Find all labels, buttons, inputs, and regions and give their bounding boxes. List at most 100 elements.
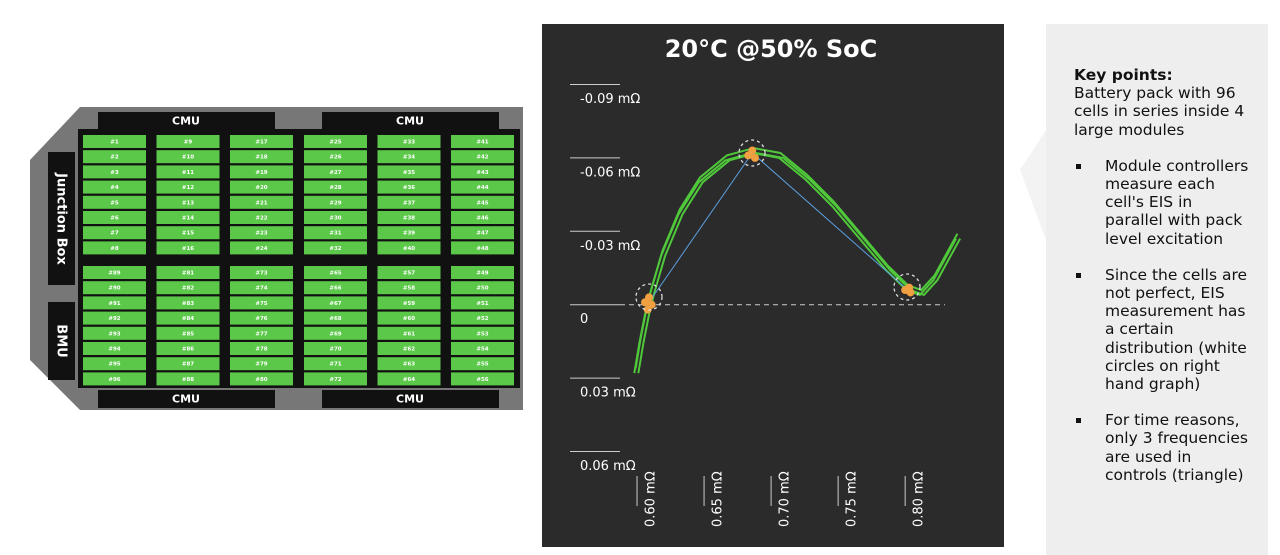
key-points-title: Key points: <box>1074 66 1173 84</box>
cell-label: #57 <box>403 271 415 277</box>
cell <box>377 372 441 386</box>
y-tick-label: 0.06 mΩ <box>580 459 636 474</box>
cell <box>304 357 367 371</box>
cell-label: #76 <box>255 316 267 322</box>
cell <box>377 211 441 224</box>
cell <box>377 135 441 148</box>
cell <box>451 241 514 255</box>
cell <box>451 296 514 310</box>
cell-label: #92 <box>108 316 120 322</box>
cell-label: #5 <box>110 200 119 206</box>
cell <box>230 150 293 164</box>
cell <box>230 135 293 148</box>
cell-label: #63 <box>403 362 415 368</box>
chart-title: 20°C @50% SoC <box>665 35 878 63</box>
cell-label: #87 <box>182 362 194 368</box>
cmu-label: CMU <box>396 115 424 128</box>
cell <box>304 195 367 209</box>
cell-label: #90 <box>108 286 120 292</box>
cell-label: #64 <box>403 377 415 383</box>
cell-label: #31 <box>329 231 341 237</box>
bullet: For time reasons, only 3 frequencies are… <box>1074 411 1254 484</box>
cell <box>156 135 220 148</box>
cell <box>156 357 220 371</box>
cell <box>377 357 441 371</box>
cell <box>304 372 367 386</box>
cell <box>156 266 220 279</box>
cell <box>156 241 220 255</box>
cell-label: #51 <box>476 301 488 307</box>
y-tick-label: 0 <box>580 312 588 327</box>
cell <box>377 165 441 179</box>
bmu-label: BMU <box>54 324 69 357</box>
cell <box>156 211 220 224</box>
cell-label: #69 <box>329 331 341 337</box>
cell <box>83 165 146 179</box>
x-tick-label: 0.60 mΩ <box>644 471 659 527</box>
cell-label: #50 <box>476 286 488 292</box>
cell <box>304 135 367 148</box>
cell <box>304 226 367 240</box>
cell-label: #35 <box>403 170 415 176</box>
cell <box>230 241 293 255</box>
series-line <box>637 151 961 374</box>
cmu-label: CMU <box>172 115 200 128</box>
cell <box>304 150 367 164</box>
cell-label: #20 <box>255 185 267 191</box>
cell <box>304 211 367 224</box>
x-tick-label: 0.70 mΩ <box>778 471 793 527</box>
cell-label: #78 <box>255 347 267 353</box>
cell <box>230 180 293 194</box>
cell <box>304 311 367 325</box>
cell-label: #10 <box>182 155 194 161</box>
cell <box>83 211 146 224</box>
cell <box>156 342 220 355</box>
cell-label: #96 <box>108 377 120 383</box>
cell-label: #37 <box>403 200 415 206</box>
cell-label: #67 <box>329 301 341 307</box>
cell-label: #22 <box>255 216 267 222</box>
cell-label: #95 <box>108 362 120 368</box>
cell-label: #61 <box>403 331 415 337</box>
bullet: Since the cells are not perfect, EIS mea… <box>1074 266 1254 393</box>
cell-label: #70 <box>329 347 341 353</box>
cell-label: #18 <box>255 155 267 161</box>
cell <box>377 311 441 325</box>
cell <box>230 311 293 325</box>
key-points-intro: Battery pack with 96 cells in series ins… <box>1074 84 1245 139</box>
cell-label: #74 <box>255 286 267 292</box>
cell-label: #65 <box>329 271 341 277</box>
cell-label: #29 <box>329 200 341 206</box>
cell <box>451 326 514 340</box>
cell <box>83 226 146 240</box>
junction-box <box>48 152 75 285</box>
cell-label: #82 <box>182 286 194 292</box>
cell <box>230 226 293 240</box>
cell-label: #33 <box>403 140 415 146</box>
bullet-list: Module controllers measure each cell's E… <box>1074 157 1254 484</box>
cell-label: #80 <box>255 377 267 383</box>
module-bay <box>78 129 520 388</box>
distribution-circle <box>635 283 663 311</box>
cell <box>377 241 441 255</box>
marker <box>643 305 652 314</box>
marker <box>748 146 757 155</box>
distribution-circles <box>635 139 921 311</box>
cell-label: #14 <box>182 216 194 222</box>
cell <box>451 357 514 371</box>
cell <box>83 281 146 295</box>
cell-label: #55 <box>476 362 488 368</box>
cell-label: #21 <box>255 200 267 206</box>
cell <box>83 296 146 310</box>
cell <box>451 195 514 209</box>
x-tick-label: 0.75 mΩ <box>845 471 860 527</box>
cell-label: #32 <box>329 246 341 252</box>
cell-label: #39 <box>403 231 415 237</box>
cell <box>83 150 146 164</box>
cell <box>230 296 293 310</box>
cell <box>230 195 293 209</box>
cell-label: #38 <box>403 216 415 222</box>
cell <box>451 266 514 279</box>
cell <box>83 357 146 371</box>
cell-label: #17 <box>255 140 267 146</box>
